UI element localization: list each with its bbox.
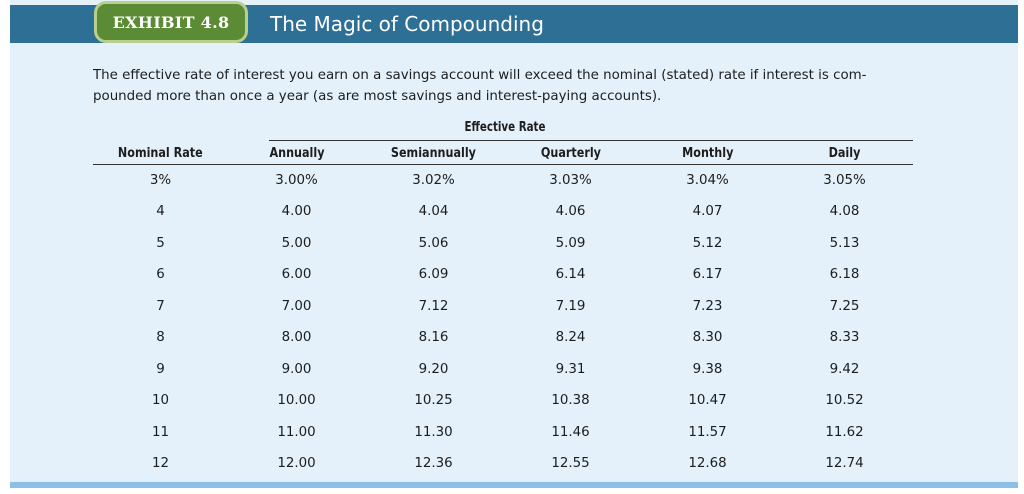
table-cell: 9.31: [555, 361, 586, 377]
table-cell: 10: [151, 393, 170, 409]
table-cell: 5.09: [555, 235, 586, 251]
table-cell: 4.07: [692, 204, 723, 220]
table-header-row: Nominal Rate Annually Semiannually Quart…: [93, 142, 913, 164]
table-cell: 5.06: [418, 235, 449, 251]
table-cell: 11.30: [414, 424, 453, 440]
exhibit-panel: [10, 0, 1018, 488]
intro-paragraph: The effective rate of interest you earn …: [93, 68, 867, 104]
table-cell: 11.62: [825, 424, 864, 440]
table-cell: 7.23: [692, 298, 723, 314]
table-cell: 6.17: [692, 267, 723, 283]
table-row: 9 9.00 9.20 9.31 9.38 9.42: [93, 354, 913, 386]
table-row: 5 5.00 5.06 5.09 5.12 5.13: [93, 228, 913, 260]
table-cell: 8: [156, 330, 165, 346]
column-header: Annually: [268, 145, 325, 161]
table-cell: 3.05%: [823, 172, 866, 188]
table-cell: 4.08: [829, 204, 860, 220]
table-row: 4 4.00 4.04 4.06 4.07 4.08: [93, 196, 913, 228]
table-cell: 10.52: [825, 393, 864, 409]
table-cell: 7: [156, 298, 165, 314]
table-cell: 7.25: [829, 298, 860, 314]
table-cell: 4.04: [418, 204, 449, 220]
table-row: 12 12.00 12.36 12.55 12.68 12.74: [93, 448, 913, 480]
table-cell: 6.09: [418, 267, 449, 283]
group-header-rule: [269, 140, 913, 141]
column-header-rule: [93, 164, 913, 165]
table-cell: 8.24: [555, 330, 586, 346]
table-cell: 5.00: [281, 235, 312, 251]
column-header: Daily: [828, 145, 861, 161]
exhibit-title: The Magic of Compounding: [270, 12, 544, 36]
table-cell: 11.46: [551, 424, 590, 440]
table-cell: 3.02%: [412, 172, 455, 188]
table-cell: 3%: [149, 172, 172, 188]
column-header: Semiannually: [390, 145, 477, 161]
table-row: 6 6.00 6.09 6.14 6.17 6.18: [93, 259, 913, 291]
table-cell: 8.00: [281, 330, 312, 346]
table-cell: 8.30: [692, 330, 723, 346]
table-cell: 12.00: [277, 456, 316, 472]
table-row: 8 8.00 8.16 8.24 8.30 8.33: [93, 322, 913, 354]
table-cell: 4: [156, 204, 165, 220]
table-cell: 4.00: [281, 204, 312, 220]
table-cell: 10.38: [551, 393, 590, 409]
table-row: 7 7.00 7.12 7.19 7.23 7.25: [93, 291, 913, 323]
table-cell: 5.13: [829, 235, 860, 251]
table-cell: 8.16: [418, 330, 449, 346]
table-cell: 11: [151, 424, 170, 440]
table-cell: 3.03%: [549, 172, 592, 188]
exhibit-tag: EXHIBIT 4.8: [94, 1, 248, 43]
table-cell: 10.25: [414, 393, 453, 409]
column-header: Nominal Rate: [118, 145, 203, 161]
table-cell: 7.12: [418, 298, 449, 314]
table-cell: 10.47: [688, 393, 727, 409]
table-cell: 5.12: [692, 235, 723, 251]
table-row: 11 11.00 11.30 11.46 11.57 11.62: [93, 417, 913, 449]
column-header: Quarterly: [540, 145, 601, 161]
table-cell: 6.14: [555, 267, 586, 283]
table-cell: 9.38: [692, 361, 723, 377]
rates-table: Nominal Rate Annually Semiannually Quart…: [93, 142, 913, 480]
table-cell: 7.19: [555, 298, 586, 314]
column-header: Monthly: [681, 145, 734, 161]
effective-rate-group-header: Effective Rate: [464, 120, 546, 135]
table-cell: 6.00: [281, 267, 312, 283]
table-cell: 3.00%: [275, 172, 318, 188]
table-cell: 6.18: [829, 267, 860, 283]
table-cell: 9: [156, 361, 165, 377]
table-cell: 12.55: [551, 456, 590, 472]
table-cell: 9.20: [418, 361, 449, 377]
table-cell: 11.57: [688, 424, 727, 440]
table-cell: 7.00: [281, 298, 312, 314]
exhibit-bottom-bar: [10, 482, 1018, 488]
table-cell: 12: [151, 456, 170, 472]
table-row: 3% 3.00% 3.02% 3.03% 3.04% 3.05%: [93, 164, 913, 196]
table-cell: 8.33: [829, 330, 860, 346]
table-row: 10 10.00 10.25 10.38 10.47 10.52: [93, 385, 913, 417]
table-cell: 10.00: [277, 393, 316, 409]
table-cell: 4.06: [555, 204, 586, 220]
table-cell: 11.00: [277, 424, 316, 440]
table-cell: 12.36: [414, 456, 453, 472]
table-cell: 6: [156, 267, 165, 283]
table-cell: 9.42: [829, 361, 860, 377]
table-cell: 12.74: [825, 456, 864, 472]
table-cell: 5: [156, 235, 165, 251]
table-cell: 9.00: [281, 361, 312, 377]
table-cell: 3.04%: [686, 172, 729, 188]
table-cell: 12.68: [688, 456, 727, 472]
